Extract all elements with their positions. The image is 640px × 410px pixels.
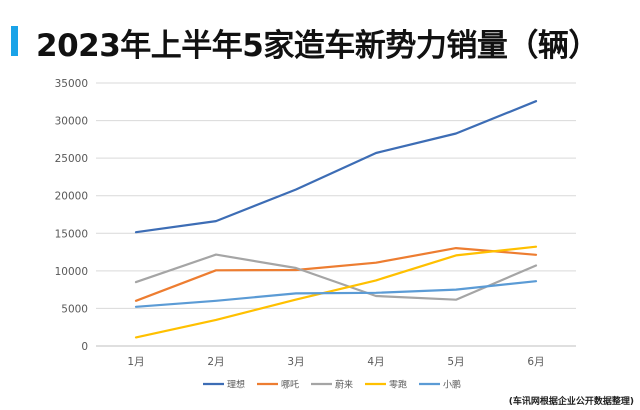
legend: 理想 哪吒 蔚来 零跑 小鹏 [203,379,461,391]
source-note: (车讯网根据企业公开数据整理) [508,397,634,407]
legend-label: 蔚来 [335,379,353,391]
y-tick-label: 15000 [55,228,88,240]
y-tick-label: 25000 [55,153,88,165]
title-accent-bar [11,26,18,56]
series-line-小鹏 [134,280,538,308]
y-tick-label: 35000 [55,78,88,90]
x-tick-label: 6月 [527,356,544,368]
y-tick-label: 5000 [61,303,88,315]
x-tick-label: 5月 [447,356,464,368]
x-axis-ticks: 1月 2月 3月 4月 5月 6月 [127,356,544,368]
legend-label: 零跑 [389,379,407,391]
legend-label: 理想 [227,379,245,391]
series-line-蔚来 [134,253,538,301]
series-lines [134,100,538,339]
x-tick-label: 2月 [207,356,224,368]
legend-label: 小鹏 [443,379,461,391]
y-tick-label: 20000 [55,191,88,203]
legend-label: 哪吒 [281,380,299,391]
x-tick-label: 4月 [367,356,384,368]
y-tick-label: 10000 [55,266,88,278]
x-tick-label: 1月 [127,356,144,368]
x-tick-label: 3月 [287,356,304,368]
series-line-零跑 [134,245,538,339]
gridlines [96,82,576,347]
series-line-理想 [134,100,538,234]
y-tick-label: 30000 [55,116,88,128]
y-tick-label: 0 [81,341,88,353]
chart-title: 2023年上半年5家造车新势力销量（辆） [36,28,599,64]
y-axis-ticks: 0 5000 10000 15000 20000 25000 30000 35000 [55,78,88,353]
series-line-哪吒 [134,247,538,302]
